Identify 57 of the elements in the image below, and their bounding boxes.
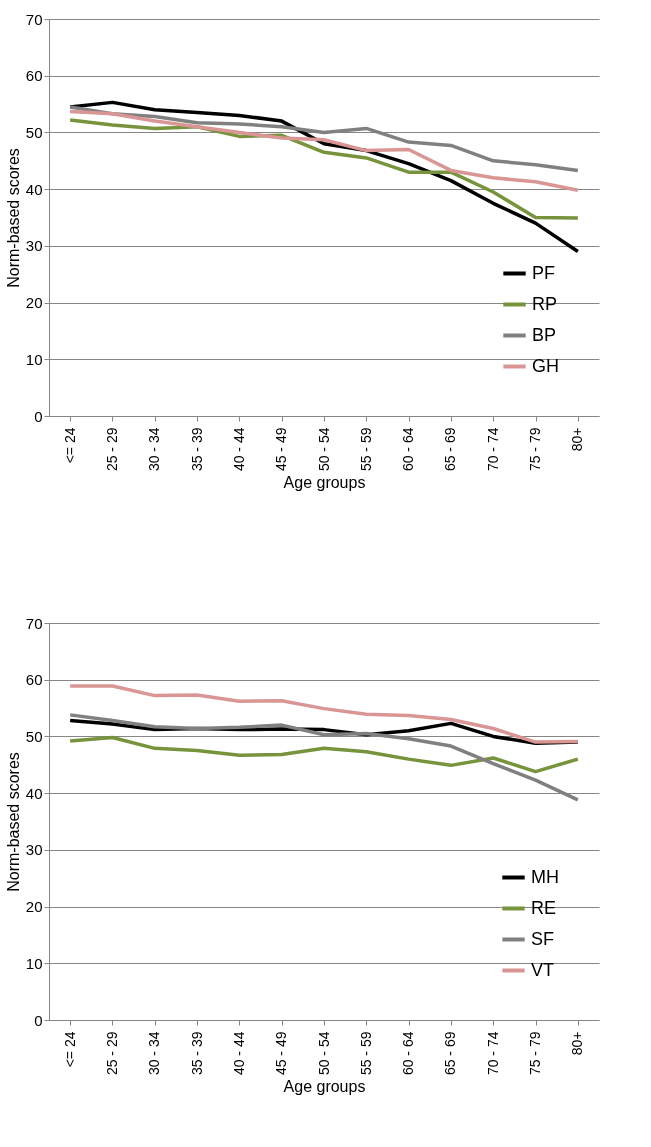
x-tick-label: 45 - 49 (273, 1031, 290, 1076)
y-tick-label: 40 (25, 180, 43, 198)
y-tick-label: 40 (25, 784, 43, 802)
legend-label: PF (532, 262, 556, 283)
y-axis-title: Norm-based scores (4, 148, 22, 288)
x-tick-label: <= 24 (61, 1031, 78, 1068)
x-tick-label: 75 - 79 (527, 427, 544, 472)
x-tick-label: 70 - 74 (484, 427, 501, 472)
x-axis-title: Age groups (283, 474, 366, 492)
y-tick-label: 60 (25, 671, 43, 689)
y-tick-label: 0 (34, 1011, 43, 1029)
line-series (68, 684, 580, 744)
x-tick-label: 50 - 54 (315, 427, 332, 472)
y-tick-label: 20 (25, 294, 43, 312)
line-series (68, 735, 580, 774)
x-tick-label: 30 - 34 (146, 1031, 163, 1076)
line-series (68, 109, 580, 193)
legend-label: SF (531, 928, 555, 949)
y-tick-label: 60 (25, 67, 43, 85)
x-tick-label: 35 - 39 (188, 427, 205, 472)
legend-label: RP (532, 293, 558, 314)
x-tick-label: 40 - 44 (230, 427, 247, 472)
x-tick-label: 30 - 34 (146, 427, 163, 472)
x-tick-label: 70 - 74 (484, 1031, 501, 1076)
y-axis-title: Norm-based scores (4, 752, 22, 892)
y-tick-label: 30 (25, 237, 43, 255)
x-tick-label: 60 - 64 (400, 427, 417, 472)
legend-label: RE (531, 897, 557, 918)
y-tick-label: 20 (25, 898, 43, 916)
x-tick-label: <= 24 (61, 427, 78, 464)
y-tick-label: 70 (25, 614, 43, 632)
x-tick-label: 25 - 29 (103, 427, 120, 472)
x-tick-label: 40 - 44 (230, 1031, 247, 1076)
y-tick-label: 50 (25, 123, 43, 141)
legend-label: BP (532, 324, 557, 345)
x-tick-label: 80+ (569, 1031, 586, 1056)
y-tick-label: 10 (25, 954, 43, 972)
x-tick-label: 75 - 79 (527, 1031, 544, 1076)
y-tick-label: 70 (25, 10, 43, 28)
y-tick-label: 10 (25, 350, 43, 368)
y-tick-label: 30 (25, 841, 43, 859)
legend-label: MH (531, 866, 559, 887)
x-tick-label: 25 - 29 (103, 1031, 120, 1076)
x-tick-label: 35 - 39 (188, 1031, 205, 1076)
x-axis-title: Age groups (283, 1078, 366, 1096)
legend-label: GH (532, 355, 559, 376)
x-tick-label: 60 - 64 (400, 1031, 417, 1076)
x-tick-label: 80+ (569, 427, 586, 452)
x-tick-label: 55 - 59 (357, 427, 374, 472)
y-tick-label: 0 (34, 407, 43, 425)
legend-label: VT (531, 959, 555, 980)
x-tick-label: 50 - 54 (315, 1031, 332, 1076)
x-tick-label: 45 - 49 (273, 427, 290, 472)
x-tick-label: 65 - 69 (442, 427, 459, 472)
x-tick-label: 65 - 69 (442, 1031, 459, 1076)
x-tick-label: 55 - 59 (357, 1031, 374, 1076)
y-tick-label: 50 (25, 727, 43, 745)
